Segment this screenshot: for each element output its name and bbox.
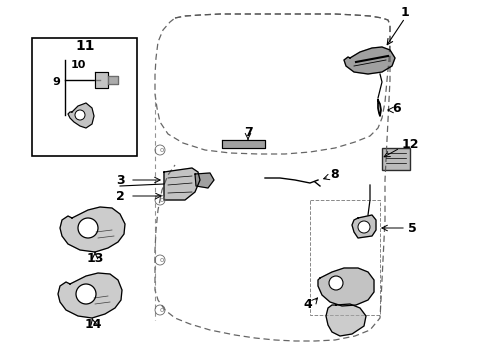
Polygon shape <box>58 273 122 318</box>
Text: 12: 12 <box>402 139 419 152</box>
Text: 2: 2 <box>116 189 124 202</box>
Polygon shape <box>68 103 94 128</box>
Polygon shape <box>195 173 214 188</box>
Polygon shape <box>108 76 118 84</box>
Polygon shape <box>60 207 125 252</box>
Circle shape <box>75 110 85 120</box>
Polygon shape <box>222 140 265 148</box>
Circle shape <box>329 276 343 290</box>
Text: 5: 5 <box>408 221 416 234</box>
Polygon shape <box>344 47 395 74</box>
Polygon shape <box>164 168 200 200</box>
Polygon shape <box>95 72 108 88</box>
Bar <box>32 38 137 156</box>
Polygon shape <box>318 268 374 306</box>
Text: 9: 9 <box>52 77 60 87</box>
Text: o: o <box>160 257 164 263</box>
Text: o: o <box>160 197 164 203</box>
Text: 13: 13 <box>86 252 104 265</box>
Text: 1: 1 <box>401 5 409 18</box>
Text: 4: 4 <box>304 298 313 311</box>
Text: o: o <box>160 147 164 153</box>
Polygon shape <box>326 304 366 336</box>
Circle shape <box>78 218 98 238</box>
Polygon shape <box>352 215 376 238</box>
Bar <box>382 148 410 170</box>
Text: o: o <box>160 307 164 313</box>
Circle shape <box>358 221 370 233</box>
Polygon shape <box>378 100 381 116</box>
Text: 14: 14 <box>84 318 102 330</box>
Text: 6: 6 <box>392 102 401 114</box>
Text: 8: 8 <box>331 168 339 181</box>
Text: 7: 7 <box>244 126 252 139</box>
Text: 3: 3 <box>116 174 124 186</box>
Text: 11: 11 <box>75 39 95 53</box>
Text: 10: 10 <box>70 60 86 70</box>
Circle shape <box>76 284 96 304</box>
Bar <box>310 200 380 315</box>
